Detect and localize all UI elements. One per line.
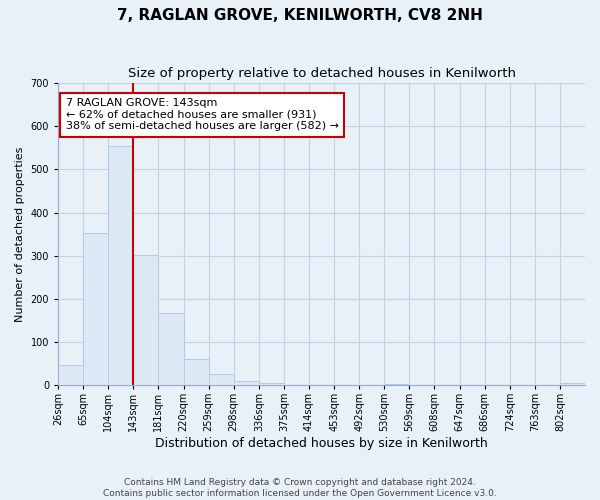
Bar [209, 374, 234, 385]
X-axis label: Distribution of detached houses by size in Kenilworth: Distribution of detached houses by size … [155, 437, 488, 450]
Bar [384, 384, 409, 385]
Y-axis label: Number of detached properties: Number of detached properties [15, 146, 25, 322]
Bar [158, 312, 184, 385]
Title: Size of property relative to detached houses in Kenilworth: Size of property relative to detached ho… [128, 68, 515, 80]
Bar [133, 255, 158, 385]
Bar [184, 359, 209, 385]
Text: 7 RAGLAN GROVE: 143sqm
← 62% of detached houses are smaller (931)
38% of semi-de: 7 RAGLAN GROVE: 143sqm ← 62% of detached… [65, 98, 338, 132]
Bar [234, 381, 259, 385]
Bar [108, 146, 133, 385]
Bar [259, 383, 284, 385]
Text: 7, RAGLAN GROVE, KENILWORTH, CV8 2NH: 7, RAGLAN GROVE, KENILWORTH, CV8 2NH [117, 8, 483, 22]
Text: Contains HM Land Registry data © Crown copyright and database right 2024.
Contai: Contains HM Land Registry data © Crown c… [103, 478, 497, 498]
Bar [83, 233, 108, 385]
Bar [58, 365, 83, 385]
Bar [560, 383, 585, 385]
